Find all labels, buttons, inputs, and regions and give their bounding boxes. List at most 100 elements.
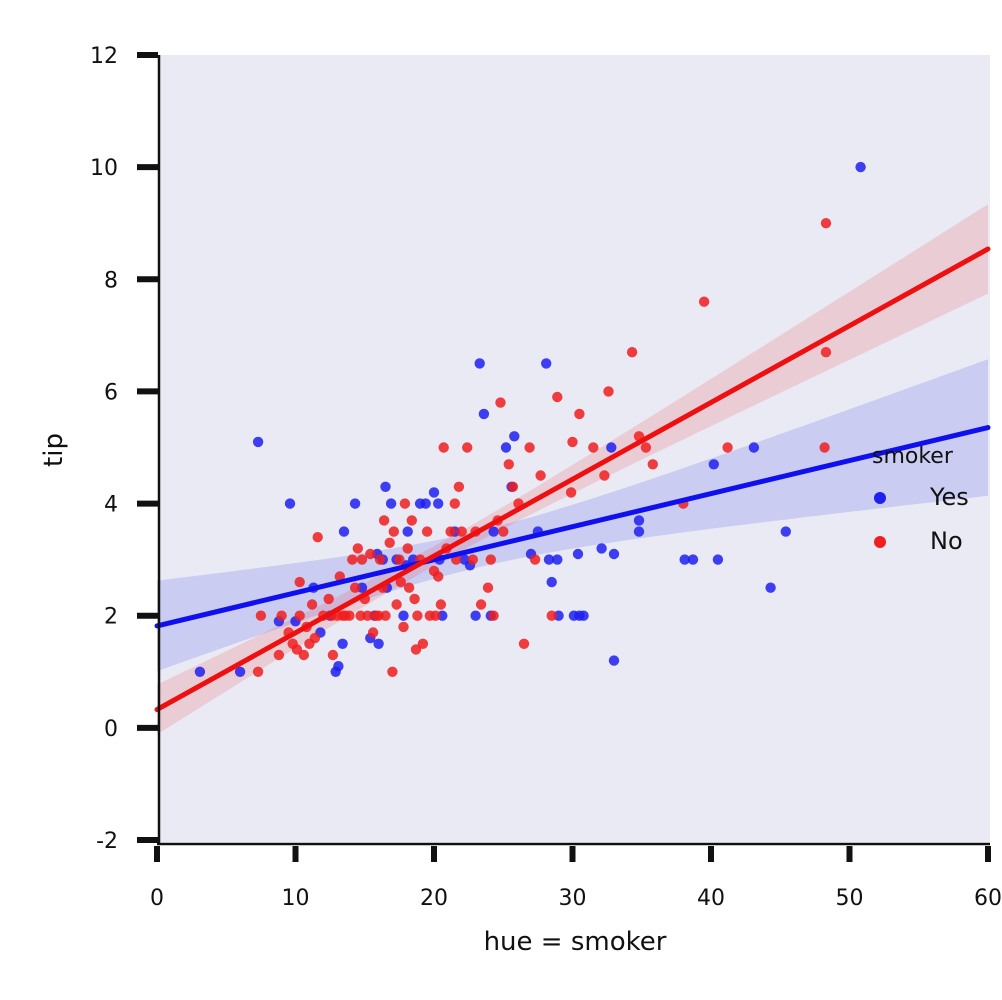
point-no: [344, 610, 355, 621]
point-no: [402, 543, 413, 554]
point-no: [820, 218, 832, 229]
point-yes: [478, 408, 490, 420]
y-tick-label: 2: [104, 605, 118, 630]
point-no: [276, 610, 287, 621]
point-no: [309, 632, 321, 644]
regression-line-yes: [154, 425, 991, 629]
point-yes: [541, 358, 552, 369]
point-no: [535, 470, 546, 481]
y-tick-label: 0: [104, 717, 118, 742]
y-tick-label: 8: [104, 268, 118, 293]
point-no: [349, 582, 361, 593]
regression-line-no: [154, 246, 991, 713]
y-tick-label: 6: [104, 380, 118, 405]
point-no: [640, 442, 652, 453]
point-yes: [546, 576, 557, 588]
point-no: [567, 436, 578, 448]
point-no: [294, 576, 305, 588]
point-yes: [402, 526, 413, 537]
point-no: [462, 442, 473, 453]
point-no: [384, 537, 395, 548]
point-no: [323, 593, 334, 605]
point-yes: [380, 481, 391, 492]
legend-title: smoker: [872, 444, 954, 469]
point-yes: [474, 358, 485, 369]
point-yes: [608, 655, 620, 666]
point-no: [574, 408, 585, 420]
legend-label-yes: Yes: [929, 483, 969, 511]
point-yes: [765, 582, 776, 593]
legend: smoker Yes No: [872, 444, 969, 555]
point-no: [306, 599, 318, 610]
y-tick-label: -2: [96, 829, 118, 854]
point-no: [412, 610, 423, 621]
point-no: [291, 644, 303, 655]
point-yes: [606, 442, 617, 453]
point-yes: [433, 498, 444, 509]
point-no: [722, 442, 733, 453]
point-no: [518, 638, 530, 649]
x-tick-label: 10: [282, 886, 310, 911]
point-no: [347, 554, 358, 565]
point-yes: [470, 610, 481, 621]
point-yes: [428, 487, 440, 498]
point-no: [507, 481, 519, 492]
point-no: [255, 610, 267, 621]
regression-lines: [154, 246, 991, 713]
point-no: [394, 554, 405, 565]
y-tick-label: 12: [90, 44, 118, 69]
point-no: [365, 548, 376, 560]
point-no: [488, 610, 499, 621]
point-no: [391, 599, 402, 610]
point-no: [552, 391, 563, 403]
point-no: [599, 470, 610, 481]
point-no: [546, 610, 557, 621]
point-yes: [420, 498, 431, 509]
point-no: [417, 638, 429, 649]
point-no: [503, 459, 514, 470]
y-axis-title: tip: [39, 433, 69, 467]
point-no: [588, 442, 599, 453]
point-no: [374, 554, 386, 565]
point-yes: [608, 548, 620, 560]
point-yes: [708, 459, 719, 470]
point-no: [495, 397, 506, 408]
point-yes: [349, 498, 361, 509]
legend-marker-yes: [874, 492, 886, 504]
axes: -2 0 2 4 6 8 10 12 0 10 20 30 40 50 60: [90, 44, 1002, 911]
point-no: [435, 599, 447, 610]
point-no: [399, 498, 411, 509]
point-no: [445, 526, 456, 537]
point-no: [485, 554, 496, 565]
point-no: [482, 582, 494, 593]
point-yes: [633, 515, 645, 526]
legend-label-no: No: [930, 527, 963, 555]
point-yes: [398, 610, 409, 621]
point-no: [475, 599, 487, 610]
point-yes: [252, 436, 264, 448]
point-no: [626, 347, 638, 358]
point-no: [603, 386, 614, 397]
point-no: [378, 515, 390, 526]
point-yes: [687, 554, 699, 565]
point-yes: [633, 526, 645, 537]
point-yes: [373, 638, 384, 649]
point-yes: [552, 554, 563, 565]
point-no: [367, 627, 379, 638]
point-no: [273, 649, 285, 661]
point-yes: [234, 666, 246, 677]
point-no: [524, 442, 535, 453]
point-no: [819, 442, 830, 453]
point-no: [362, 610, 373, 621]
x-tick-label: 30: [559, 886, 587, 911]
point-yes: [572, 548, 584, 560]
y-tick-label: 4: [104, 493, 118, 518]
point-no: [395, 576, 406, 588]
point-yes: [509, 431, 520, 442]
x-tick-label: 40: [697, 886, 725, 911]
point-yes: [712, 554, 724, 565]
y-tick-label: 10: [90, 156, 118, 181]
plot-background: [160, 55, 990, 842]
point-yes: [679, 554, 690, 565]
